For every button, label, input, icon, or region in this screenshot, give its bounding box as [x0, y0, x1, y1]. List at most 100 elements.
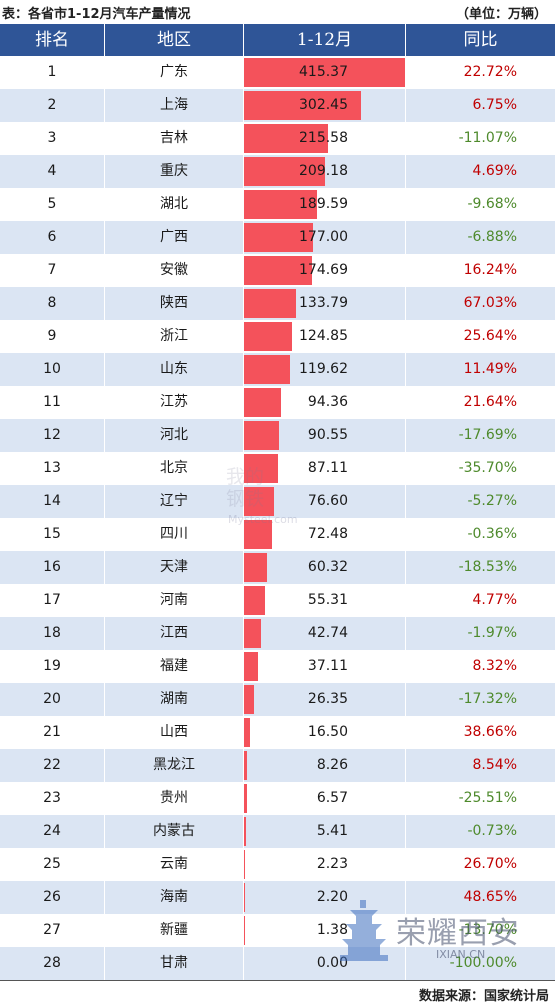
table-row: 28 甘肃 0.00 -100.00%: [0, 947, 555, 980]
bar: [244, 784, 247, 813]
value-label: 177.00: [299, 229, 348, 245]
bar: [244, 454, 278, 483]
column-divider: [405, 254, 406, 287]
region-cell: 北京: [160, 460, 188, 476]
rank-cell: 20: [43, 691, 61, 707]
table-row: 23 贵州 6.57 -25.51%: [0, 782, 555, 815]
column-divider: [243, 584, 244, 617]
column-divider: [405, 551, 406, 584]
table-row: 6 广西 177.00 -6.88%: [0, 221, 555, 254]
column-divider: [405, 485, 406, 518]
value-label: 2.23: [316, 856, 348, 872]
value-label: 90.55: [307, 427, 348, 443]
rank-cell: 21: [43, 724, 61, 740]
yoy-cell: -17.32%: [458, 691, 517, 707]
rank-cell: 10: [43, 361, 61, 377]
table-row: 19 福建 37.11 8.32%: [0, 650, 555, 683]
rank-cell: 26: [43, 889, 61, 905]
bar: [244, 817, 247, 846]
bar-cell: [244, 584, 405, 617]
column-divider: [104, 683, 105, 716]
header-value: 1-12月: [296, 30, 353, 50]
bar-cell: [244, 650, 405, 683]
region-cell: 河南: [160, 592, 188, 608]
value-label: 6.57: [316, 790, 348, 806]
value-label: 415.37: [299, 64, 348, 80]
bar: [244, 685, 255, 714]
yoy-cell: -17.69%: [458, 427, 517, 443]
column-divider: [104, 221, 105, 254]
column-divider: [405, 386, 406, 419]
data-source: 数据来源：国家统计局: [418, 989, 549, 1004]
column-divider: [405, 518, 406, 551]
column-divider: [104, 353, 105, 386]
column-divider: [104, 155, 105, 188]
rank-cell: 6: [47, 229, 57, 245]
bar: [244, 916, 245, 945]
bar-cell: [244, 386, 405, 419]
value-label: 189.59: [299, 196, 348, 212]
rank-cell: 27: [43, 922, 61, 938]
rank-cell: 13: [43, 460, 61, 476]
rank-cell: 7: [47, 262, 57, 278]
column-divider: [243, 716, 244, 749]
table-row: 8 陕西 133.79 67.03%: [0, 287, 555, 320]
region-cell: 河北: [160, 427, 188, 443]
region-cell: 福建: [160, 658, 188, 674]
table-row: 16 天津 60.32 -18.53%: [0, 551, 555, 584]
column-divider: [405, 452, 406, 485]
watermark-line1: 我的: [226, 466, 265, 488]
value-label: 37.11: [307, 658, 348, 674]
table-row: 14 辽宁 76.60 -5.27%: [0, 485, 555, 518]
column-divider: [405, 782, 406, 815]
column-divider: [405, 320, 406, 353]
column-divider: [405, 848, 406, 881]
column-divider: [104, 320, 105, 353]
value-label: 1.38: [316, 922, 348, 938]
column-divider: [243, 287, 244, 320]
column-divider: [243, 254, 244, 287]
column-divider: [243, 650, 244, 683]
table-row: 7 安徽 174.69 16.24%: [0, 254, 555, 287]
bar: [244, 388, 281, 417]
header-rank: 排名: [35, 30, 69, 50]
logo-text: 荣耀西安: [396, 916, 520, 951]
bar-cell: [244, 617, 405, 650]
table-row: 4 重庆 209.18 4.69%: [0, 155, 555, 188]
column-divider: [104, 551, 105, 584]
column-divider: [243, 386, 244, 419]
column-divider: [243, 485, 244, 518]
bar-cell: [244, 419, 405, 452]
column-divider: [405, 584, 406, 617]
region-cell: 浙江: [160, 328, 188, 344]
bar-cell: [244, 287, 405, 320]
bar: [244, 223, 313, 252]
region-cell: 云南: [160, 856, 188, 872]
rank-cell: 14: [43, 493, 61, 509]
column-divider: [243, 221, 244, 254]
yoy-cell: -1.97%: [467, 625, 517, 641]
logo-url: IXIAN.CN: [436, 948, 486, 961]
rank-cell: 23: [43, 790, 61, 806]
bar-cell: [244, 518, 405, 551]
region-cell: 陕西: [160, 295, 188, 311]
bar-cell: [244, 353, 405, 386]
bar: [244, 256, 312, 285]
bar-cell: [244, 914, 405, 947]
bar: [244, 289, 296, 318]
column-divider: [104, 848, 105, 881]
column-divider: [405, 881, 406, 914]
column-divider: [104, 287, 105, 320]
rank-cell: 17: [43, 592, 61, 608]
table-row: 11 江苏 94.36 21.64%: [0, 386, 555, 419]
yoy-cell: -9.68%: [467, 196, 517, 212]
table-row: 18 江西 42.74 -1.97%: [0, 617, 555, 650]
bar: [244, 124, 328, 153]
bar-cell: [244, 716, 405, 749]
column-divider: [104, 815, 105, 848]
region-cell: 上海: [160, 97, 188, 113]
column-divider: [104, 386, 105, 419]
column-divider: [104, 716, 105, 749]
yoy-cell: -13.70%: [458, 922, 517, 938]
value-label: 55.31: [307, 592, 348, 608]
